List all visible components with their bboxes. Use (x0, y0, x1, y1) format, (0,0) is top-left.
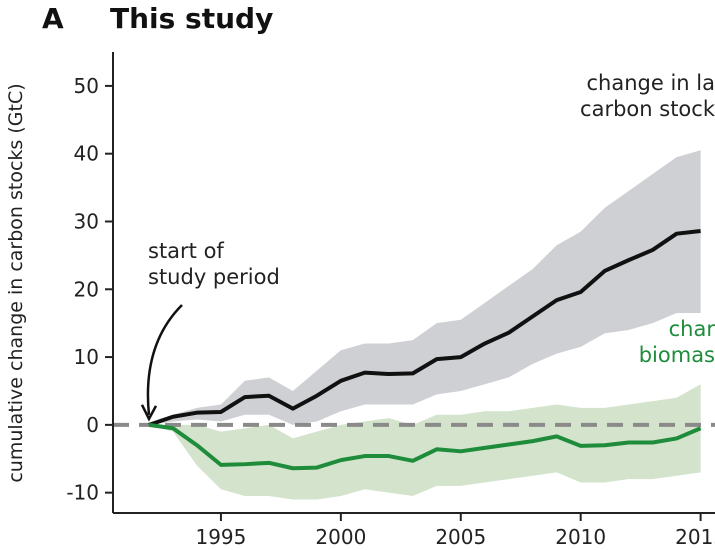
panel-letter: A (42, 2, 64, 35)
uncertainty-band (148, 150, 701, 425)
y-tick-label: 20 (74, 277, 99, 301)
x-tick-label: 1995 (195, 525, 246, 549)
annotation-arrow (146, 304, 183, 415)
plot-layer (113, 150, 715, 500)
y-tick-label: 0 (86, 413, 99, 437)
series-line (148, 228, 701, 427)
series-line (148, 422, 702, 471)
annotation: carbon stock (580, 97, 715, 121)
x-tick-label: 2015 (675, 525, 715, 549)
y-tick-label: 40 (74, 142, 99, 166)
uncertainty-band (148, 384, 701, 500)
chart-title: This study (110, 2, 273, 35)
annotation: start of (148, 239, 224, 263)
y-tick-label: 50 (74, 74, 99, 98)
x-tick-label: 2010 (555, 525, 606, 549)
annotation-arrowhead (140, 404, 158, 422)
x-tick-label: 2000 (315, 525, 366, 549)
annotation: biomas (639, 343, 715, 367)
annotation: study period (148, 265, 280, 289)
x-tick-label: 2005 (435, 525, 486, 549)
y-tick-label: -10 (66, 481, 99, 505)
y-tick-label: 10 (74, 345, 99, 369)
y-axis-label: cumulative change in carbon stocks (GtC) (5, 83, 27, 482)
y-tick-label: 30 (74, 209, 99, 233)
annotation: char (669, 317, 715, 341)
annotation: change in la (587, 71, 715, 95)
